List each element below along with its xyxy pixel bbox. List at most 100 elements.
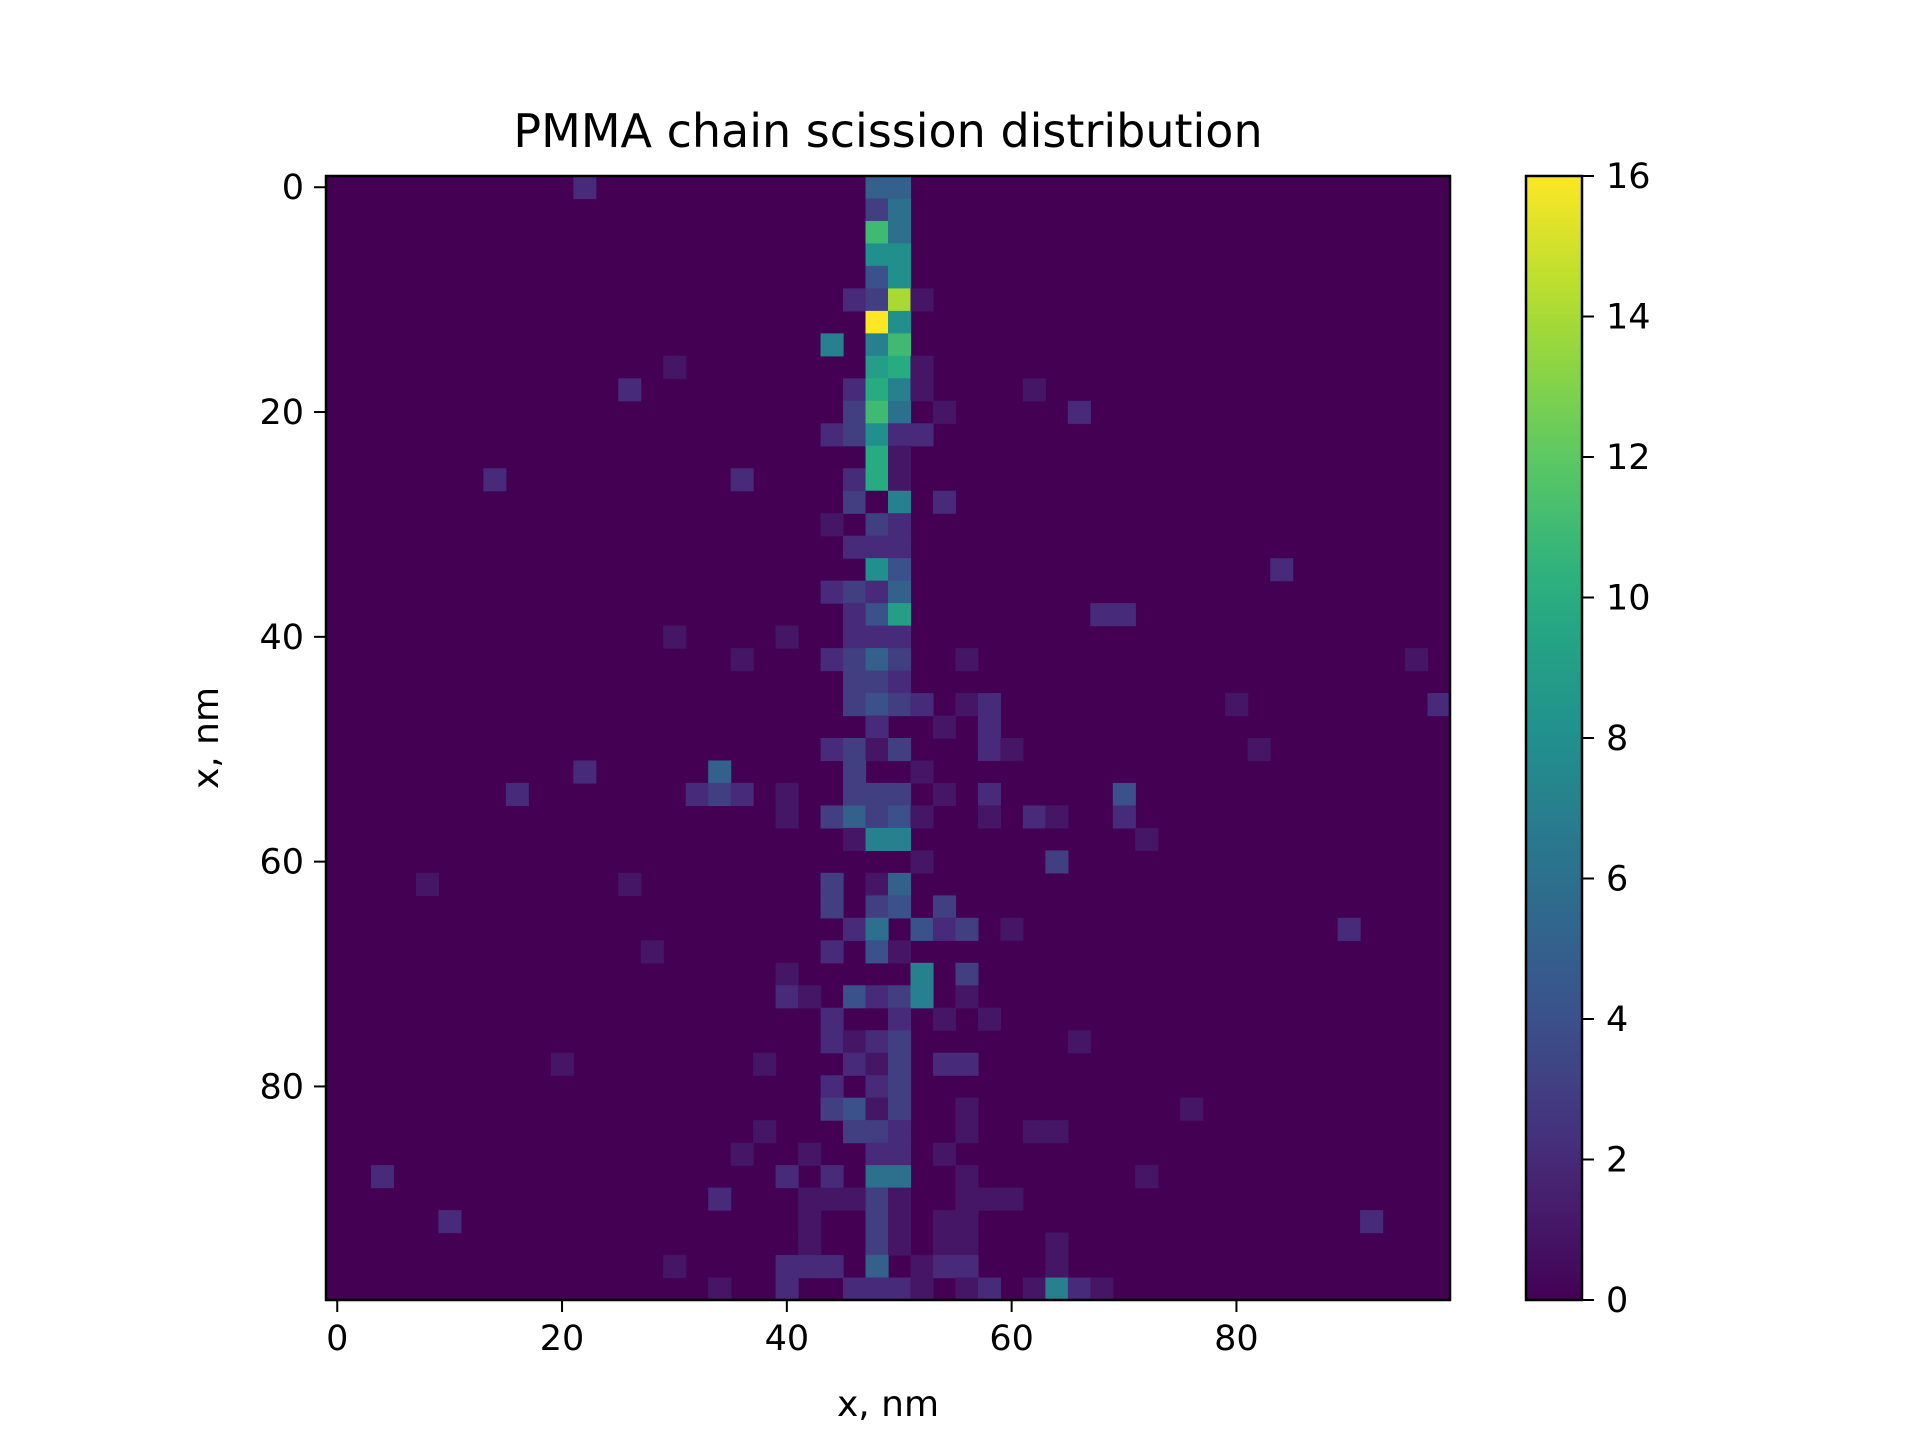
heatmap-cell (865, 265, 889, 289)
heatmap-cell (888, 648, 912, 672)
heatmap-cell (550, 1052, 574, 1076)
heatmap-cell (798, 1232, 822, 1256)
heatmap-cell (843, 782, 867, 807)
heatmap-cell (865, 423, 889, 447)
heatmap-cell (888, 535, 912, 559)
heatmap-cell (865, 603, 889, 627)
heatmap-cell (865, 1052, 889, 1076)
y-tick-label: 60 (259, 843, 304, 883)
heatmap-cell (843, 1052, 867, 1076)
heatmap-cell (888, 1142, 912, 1166)
heatmap-cell (955, 1232, 979, 1256)
heatmap-cell (820, 872, 844, 896)
heatmap-cell (843, 535, 867, 559)
heatmap-cell (843, 580, 867, 604)
heatmap-cell (955, 1277, 979, 1301)
heatmap-cell (932, 1007, 957, 1031)
heatmap-cell (977, 1187, 1001, 1211)
heatmap-cell (843, 423, 867, 447)
y-axis-label: x, nm (186, 687, 227, 789)
heatmap-cell (820, 1255, 844, 1279)
colorbar-tick-label: 0 (1606, 1281, 1628, 1321)
heatmap-cell (910, 288, 934, 312)
heatmap-cell (1022, 378, 1046, 402)
heatmap-cells (326, 176, 1451, 1301)
heatmap-cell (955, 1187, 979, 1211)
heatmap-cell (843, 468, 867, 492)
heatmap-cell (1067, 1030, 1091, 1054)
heatmap-cell (775, 805, 799, 829)
heatmap-cell (1247, 738, 1271, 762)
heatmap-cell (1022, 1277, 1046, 1301)
heatmap-cell (573, 760, 597, 784)
heatmap-cell (843, 1097, 867, 1121)
heatmap-cell (865, 198, 889, 222)
heatmap-cell (730, 468, 754, 492)
colorbar-ticks: 0 2 4 6 8 10 12 14 16 (1582, 157, 1651, 1321)
heatmap-cell (888, 1007, 912, 1031)
heatmap-cell (1067, 400, 1091, 424)
heatmap-cell (888, 985, 912, 1009)
heatmap-cell (843, 693, 867, 717)
heatmap-cell (910, 805, 934, 829)
heatmap-cell (1112, 782, 1136, 807)
heatmap-cell (865, 513, 889, 537)
y-tick-label: 40 (259, 618, 304, 658)
heatmap-cell (888, 198, 912, 222)
heatmap-cell (865, 648, 889, 672)
heatmap-cell (865, 827, 889, 851)
colorbar-tick-label: 14 (1606, 298, 1651, 338)
heatmap-cell (865, 1030, 889, 1054)
heatmap-cell (843, 603, 867, 627)
heatmap-cell (820, 580, 844, 604)
heatmap-cell (888, 872, 912, 896)
heatmap-cell (865, 1075, 889, 1099)
colorbar-tick-label: 6 (1606, 860, 1628, 900)
heatmap-cell (1270, 558, 1294, 582)
heatmap-cell (483, 468, 507, 492)
heatmap-cell (977, 715, 1001, 739)
heatmap-cell (865, 310, 889, 334)
heatmap-cell (820, 513, 844, 537)
heatmap-cell (977, 1007, 1001, 1031)
heatmap-cell (888, 738, 912, 762)
heatmap-cell (820, 648, 844, 672)
heatmap-cell (955, 1120, 979, 1144)
heatmap-cell (865, 1165, 889, 1189)
heatmap-cell (888, 1120, 912, 1144)
heatmap-cell (865, 1210, 889, 1234)
heatmap-cell (370, 1165, 395, 1189)
heatmap-cell (955, 648, 979, 672)
heatmap-cell (1090, 603, 1114, 627)
heatmap-cell (663, 1255, 687, 1279)
heatmap-cell (865, 1187, 889, 1211)
heatmap-cell (865, 580, 889, 604)
heatmap-cell (730, 782, 754, 807)
heatmap-cell (910, 423, 934, 447)
heatmap-cell (843, 400, 867, 424)
heatmap-cell (865, 895, 889, 919)
heatmap-cell (1000, 738, 1024, 762)
heatmap-cell (888, 288, 912, 312)
heatmap-cell (888, 827, 912, 851)
heatmap-cell (798, 1255, 822, 1279)
heatmap-cell (1045, 1232, 1069, 1256)
heatmap-cell (843, 1277, 867, 1301)
heatmap-cell (955, 917, 979, 941)
heatmap-cell (865, 1142, 889, 1166)
x-tick-label: 20 (540, 1319, 585, 1359)
x-tick-label: 80 (1214, 1319, 1259, 1359)
heatmap-cell (977, 693, 1001, 717)
heatmap-cell (888, 468, 912, 492)
heatmap-cell (820, 1187, 844, 1211)
y-axis-ticks: 0 20 40 60 80 (259, 168, 326, 1107)
heatmap-cell (865, 782, 889, 807)
heatmap-cell (888, 243, 912, 267)
heatmap-cell (955, 962, 979, 986)
heatmap-cell (775, 962, 799, 986)
heatmap-cell (888, 1075, 912, 1099)
heatmap-cell (910, 1255, 934, 1279)
heatmap-cell (865, 490, 889, 514)
x-axis-label: x, nm (837, 1384, 939, 1425)
